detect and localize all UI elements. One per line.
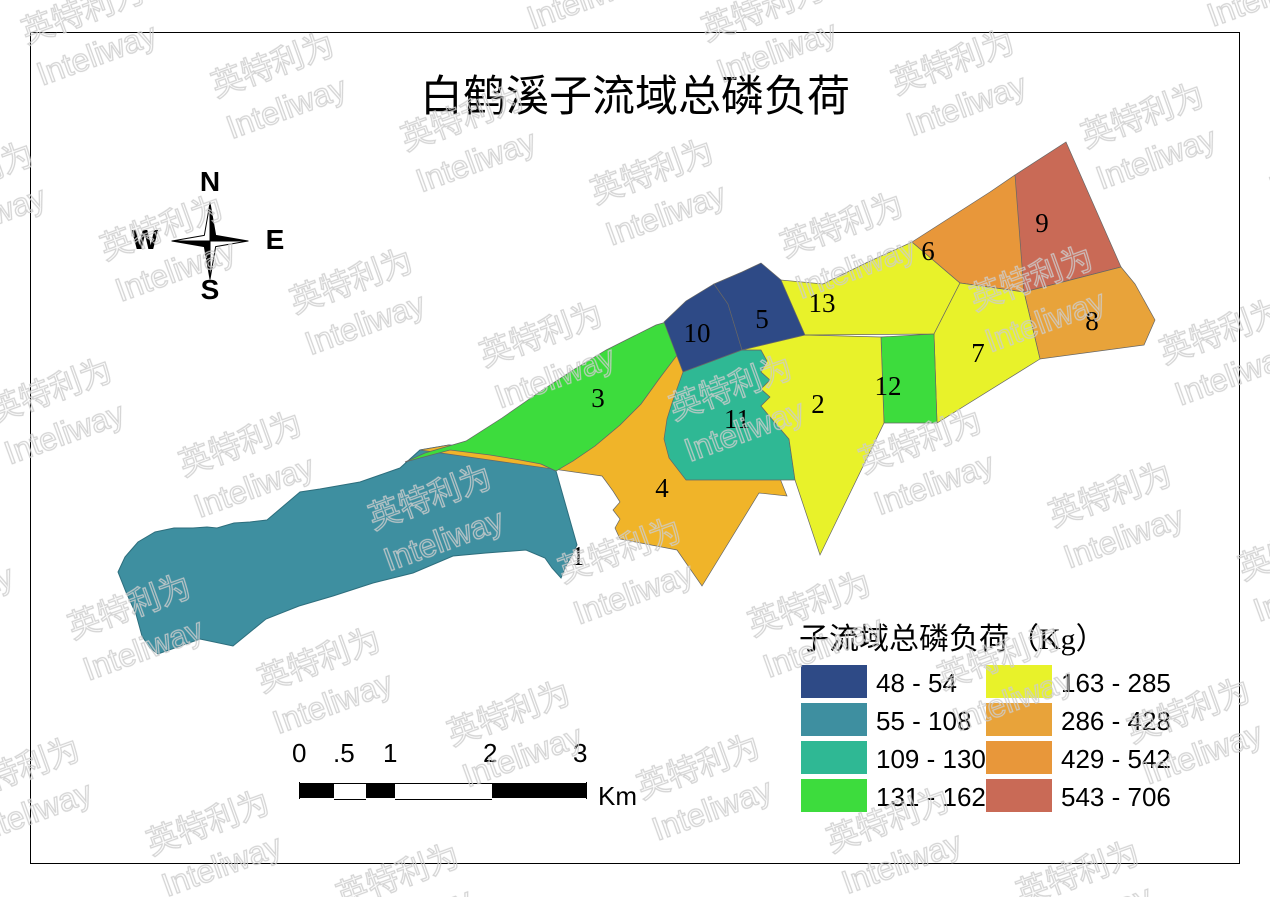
svg-text:1: 1 <box>571 541 585 571</box>
svg-text:10: 10 <box>684 318 711 348</box>
svg-text:2: 2 <box>811 389 825 419</box>
svg-text:9: 9 <box>1035 208 1049 238</box>
svg-text:6: 6 <box>921 236 935 266</box>
svg-text:8: 8 <box>1085 306 1099 336</box>
svg-text:7: 7 <box>971 338 985 368</box>
svg-text:5: 5 <box>755 304 769 334</box>
svg-text:12: 12 <box>875 371 902 401</box>
svg-text:11: 11 <box>724 404 750 434</box>
svg-text:4: 4 <box>655 473 669 503</box>
svg-text:3: 3 <box>591 383 605 413</box>
svg-text:13: 13 <box>809 288 836 318</box>
